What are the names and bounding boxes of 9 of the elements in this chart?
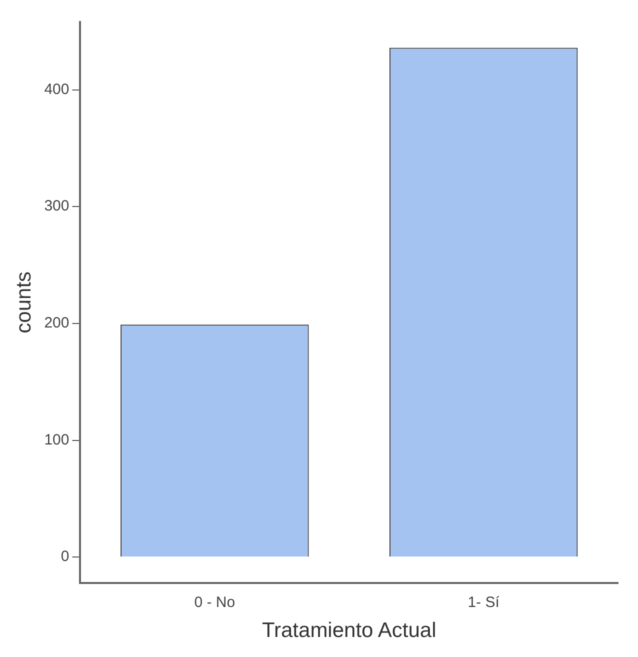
- x-tick-label: 0 - No: [194, 594, 236, 611]
- x-axis-title: Tratamiento Actual: [262, 619, 436, 642]
- y-axis-title: counts: [12, 271, 36, 334]
- x-tick-label: 1- Sí: [468, 594, 500, 611]
- y-tick-label: 200: [44, 314, 70, 332]
- y-tick-label: 400: [44, 80, 70, 98]
- y-tick-label: 300: [44, 198, 70, 215]
- y-tick-label: 100: [44, 431, 70, 448]
- y-tick-label: 0: [60, 548, 70, 566]
